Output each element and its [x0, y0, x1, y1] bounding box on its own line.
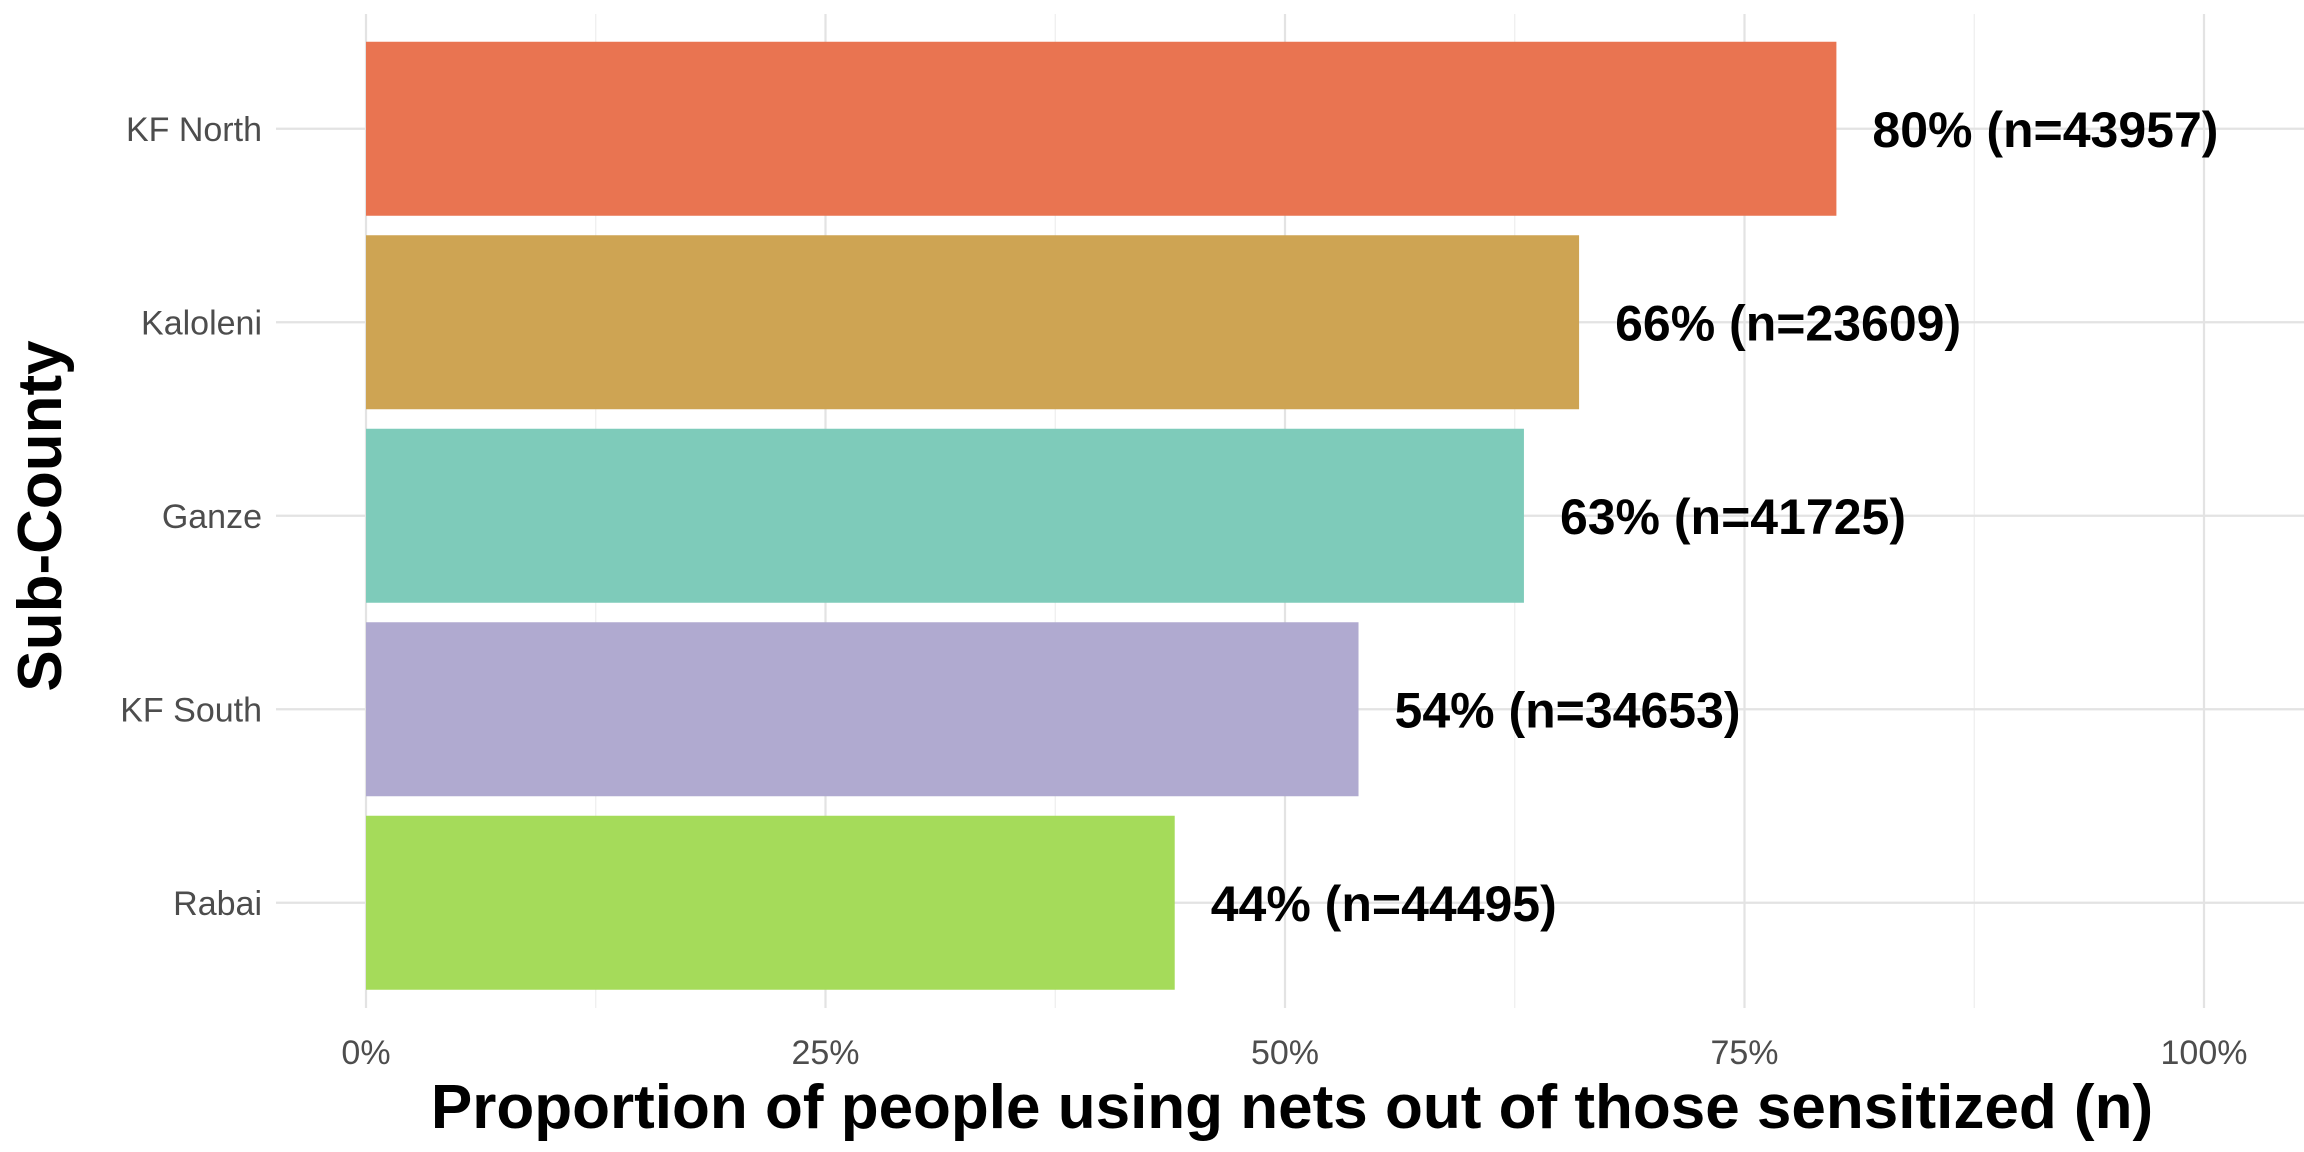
bars	[366, 41, 1837, 990]
y-tick-label: Kaloleni	[141, 304, 262, 342]
y-axis-title: Sub-County	[6, 340, 75, 692]
data-label: 63% (n=41725)	[1560, 489, 1906, 545]
bar	[366, 235, 1580, 410]
bar	[366, 41, 1837, 216]
y-tick-label: KF North	[126, 111, 262, 149]
data-label: 66% (n=23609)	[1615, 295, 1961, 351]
bar	[366, 622, 1359, 797]
data-labels: 80% (n=43957) 66% (n=23609) 63% (n=41725) 5…	[1211, 102, 2219, 932]
x-tick-label: 100%	[2161, 1034, 2248, 1072]
x-tick-label: 75%	[1710, 1034, 1778, 1072]
data-label: 80% (n=43957)	[1872, 102, 2218, 158]
y-tick-label: Ganze	[162, 498, 262, 536]
y-axis-tick-labels: KF North Kaloleni Ganze KF South Rabai	[120, 111, 262, 923]
y-tick-label: Rabai	[173, 885, 262, 923]
bar	[366, 428, 1524, 603]
bar	[366, 815, 1175, 990]
data-label: 54% (n=34653)	[1395, 682, 1741, 738]
x-axis-title: Proportion of people using nets out of t…	[431, 1073, 2153, 1142]
data-label: 44% (n=44495)	[1211, 876, 1557, 932]
x-tick-label: 50%	[1251, 1034, 1319, 1072]
x-tick-label: 25%	[791, 1034, 859, 1072]
x-axis-tick-labels: 0% 25% 50% 75% 100%	[341, 1034, 2247, 1072]
y-tick-label: KF South	[120, 691, 262, 729]
x-tick-label: 0%	[341, 1034, 390, 1072]
